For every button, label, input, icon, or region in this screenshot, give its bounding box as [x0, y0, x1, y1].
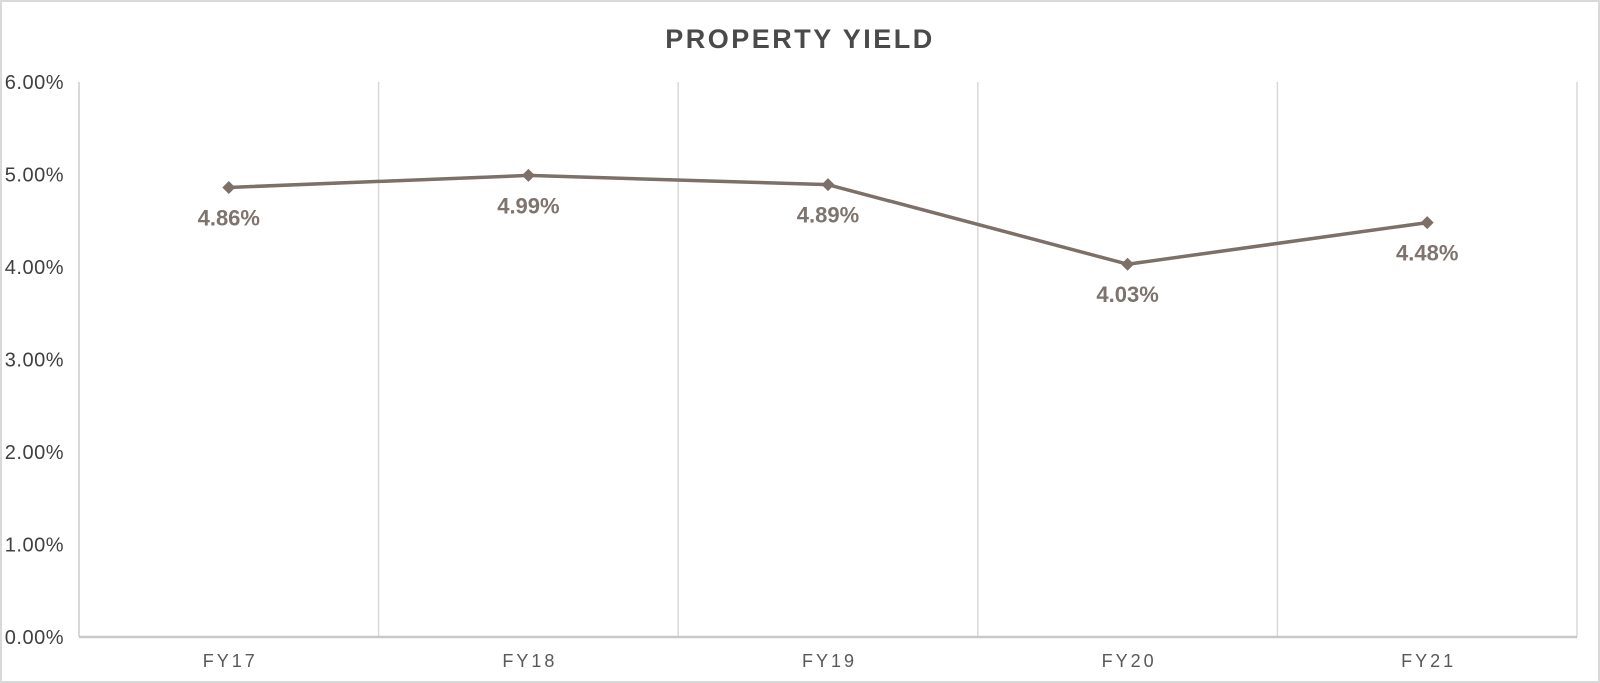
y-axis-tick-label: 1.00% — [5, 535, 64, 557]
y-axis-tick-label: 0.00% — [5, 627, 64, 649]
data-point-label: 4.99% — [497, 193, 559, 218]
y-axis-tick-label: 5.00% — [5, 165, 64, 187]
x-axis-category-label: FY18 — [502, 651, 557, 671]
chart-title: PROPERTY YIELD — [665, 24, 935, 54]
y-axis-tick-label: 4.00% — [5, 257, 64, 279]
data-point-marker — [1121, 257, 1135, 271]
y-axis-tick-label: 6.00% — [5, 72, 64, 94]
data-point-label: 4.86% — [198, 205, 260, 230]
x-axis-category-label: FY17 — [203, 651, 258, 671]
data-point-label: 4.89% — [797, 203, 859, 228]
data-point-marker — [1420, 216, 1434, 230]
x-axis-category-label: FY20 — [1102, 651, 1157, 671]
y-axis-tick-label: 2.00% — [5, 442, 64, 464]
y-axis-tick-label: 3.00% — [5, 350, 64, 372]
data-point-marker — [821, 178, 835, 192]
data-point-marker — [222, 180, 236, 194]
data-point-label: 4.03% — [1096, 282, 1158, 307]
data-point-marker — [521, 168, 535, 182]
x-axis-category-label: FY19 — [802, 651, 857, 671]
data-point-label: 4.48% — [1396, 241, 1458, 266]
x-axis-category-label: FY21 — [1401, 651, 1456, 671]
